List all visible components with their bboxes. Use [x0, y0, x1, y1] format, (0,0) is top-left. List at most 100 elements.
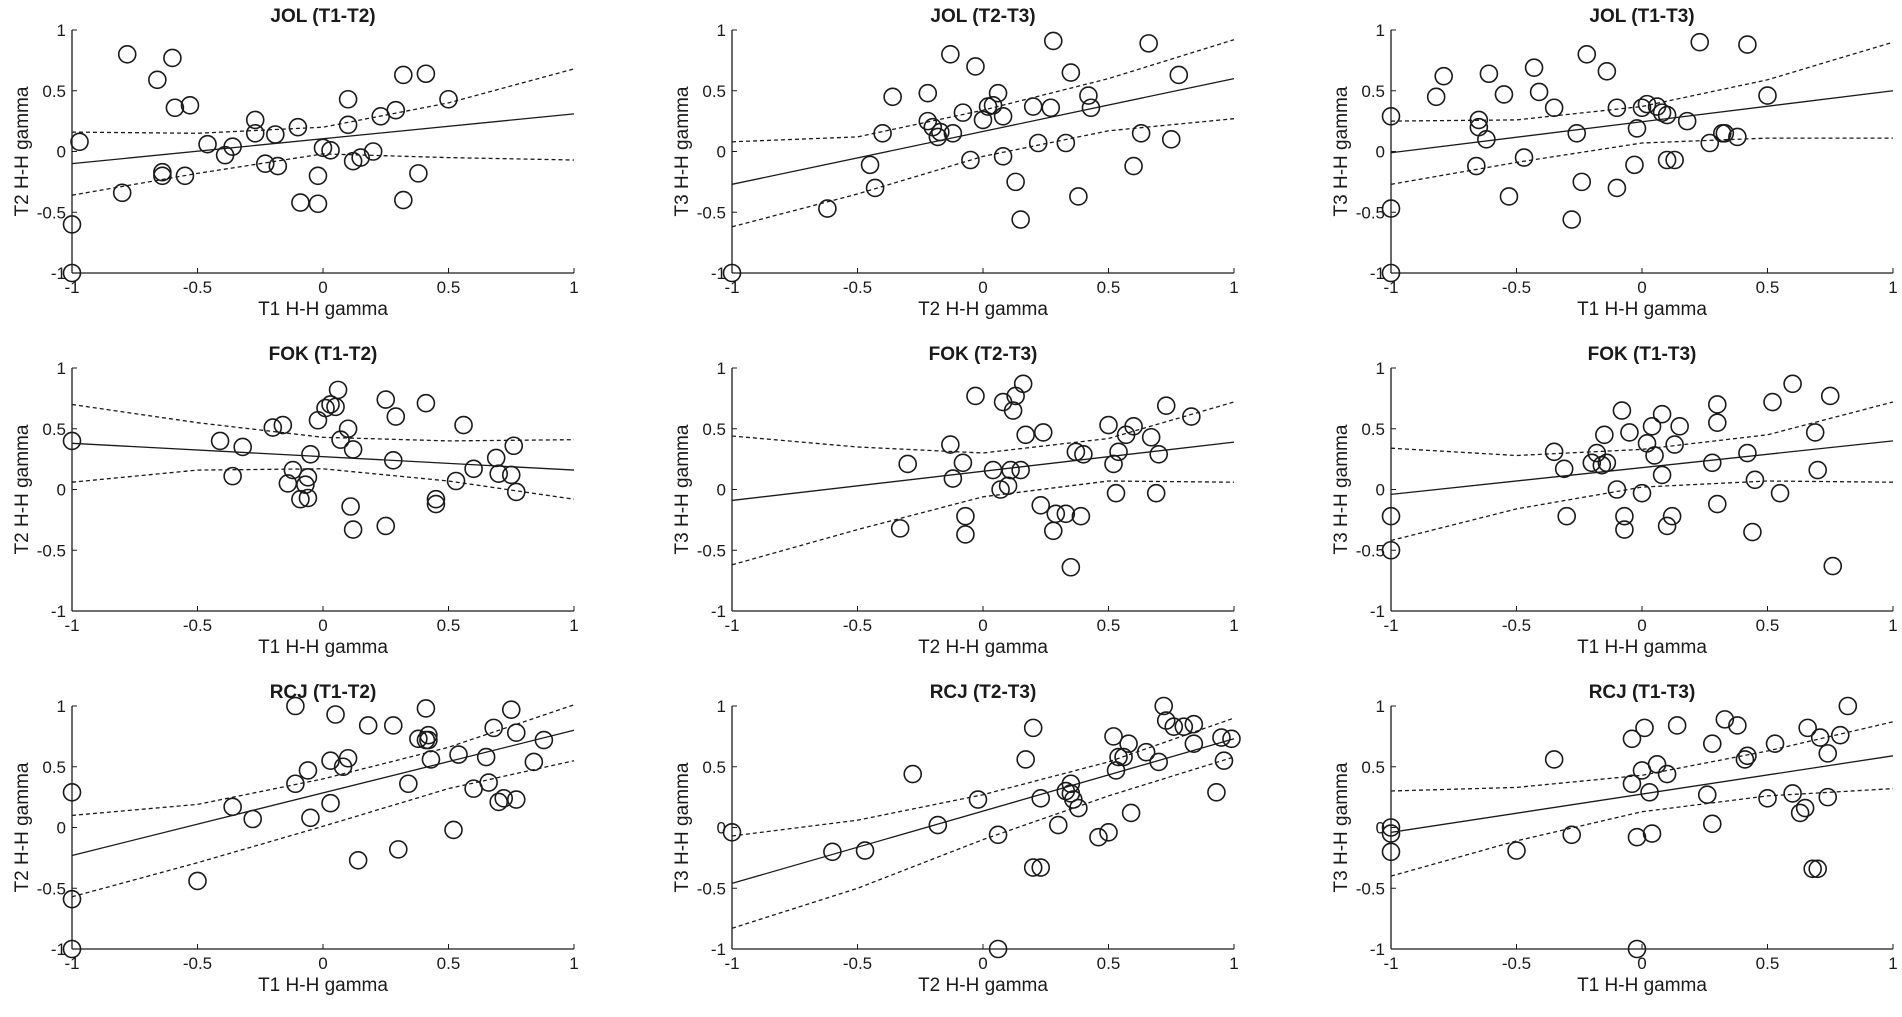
- y-axis-label: T2 H-H gamma: [12, 424, 33, 554]
- ci-lower-line: [731, 756, 1235, 929]
- data-point: [941, 44, 960, 64]
- ci-upper-line: [71, 704, 575, 817]
- data-point: [484, 718, 503, 738]
- data-point: [446, 471, 466, 491]
- data-point: [1494, 85, 1514, 104]
- data-point: [1645, 446, 1664, 465]
- y-tick-label: 0: [57, 481, 66, 500]
- y-tick-label: 0: [57, 819, 66, 838]
- x-tick-label: 1: [1888, 278, 1897, 297]
- data-point: [956, 506, 975, 526]
- data-point: [165, 98, 185, 118]
- data-point: [1607, 98, 1627, 118]
- subplot-7: RCJ (T1-T2) -1 -0.5 0 0.5 1 -1 -0.5 0 0.5 1 T1 H-H …: [12, 682, 579, 996]
- data-point: [968, 790, 988, 809]
- data-point: [1069, 187, 1088, 206]
- x-tick-label: -1: [724, 616, 739, 635]
- data-point: [722, 263, 742, 283]
- x-tick-label: -1: [64, 954, 79, 973]
- x-axis-label: T2 H-H gamma: [918, 637, 1048, 658]
- data-point: [722, 823, 742, 842]
- y-tick-label: 0: [717, 481, 726, 500]
- data-point: [1477, 130, 1496, 149]
- data-point: [376, 390, 396, 409]
- data-point: [1544, 442, 1564, 462]
- data-point: [1670, 417, 1689, 436]
- data-point: [316, 398, 335, 418]
- data-point: [943, 123, 963, 143]
- data-point: [953, 103, 973, 122]
- data-point: [1702, 453, 1722, 473]
- ci-lower-line: [731, 480, 1235, 566]
- y-tick-label: 1: [717, 21, 726, 40]
- data-point: [1557, 506, 1576, 526]
- data-point: [1381, 818, 1401, 837]
- data-point: [439, 89, 458, 109]
- data-point: [163, 48, 182, 68]
- ci-upper-line: [1390, 41, 1894, 122]
- data-point: [321, 793, 340, 813]
- data-point: [1136, 742, 1156, 762]
- x-tick-label: 0: [1637, 278, 1646, 297]
- data-point: [1818, 744, 1838, 763]
- data-point: [1738, 443, 1757, 463]
- data-point: [1124, 156, 1143, 176]
- chart-title: RCJ (T1-T2): [270, 682, 377, 703]
- data-point: [1642, 824, 1662, 843]
- data-point: [818, 199, 837, 218]
- data-point: [223, 466, 242, 486]
- data-point: [1514, 148, 1534, 167]
- y-tick-label: 1: [717, 359, 726, 378]
- data-point: [983, 96, 1003, 115]
- data-point: [1790, 803, 1810, 823]
- data-point: [1622, 774, 1642, 794]
- y-tick-label: -0.5: [1356, 203, 1385, 222]
- data-point: [966, 57, 985, 76]
- plot-area: [722, 696, 1241, 959]
- data-point: [865, 178, 885, 198]
- data-point: [1597, 62, 1617, 81]
- data-point: [416, 393, 436, 413]
- data-point: [286, 696, 305, 716]
- x-tick-label: 1: [1229, 616, 1238, 635]
- data-point: [1770, 483, 1790, 503]
- x-tick-label: -1: [64, 278, 79, 297]
- subplot-1: JOL (T1-T2) -1 -0.5 0 0.5 1 -1 -0.5 0 0.5 1 T1 H-H …: [12, 6, 579, 320]
- data-point: [394, 65, 413, 85]
- y-tick-label: -0.5: [697, 203, 726, 222]
- data-point: [1823, 556, 1843, 576]
- data-point: [501, 465, 521, 485]
- ci-upper-line: [71, 403, 575, 442]
- data-point: [1156, 396, 1176, 415]
- data-point: [1637, 94, 1657, 114]
- y-tick-label: 0.5: [42, 758, 66, 777]
- data-point: [1657, 105, 1677, 125]
- data-point: [1214, 751, 1234, 770]
- y-tick-label: -0.5: [1356, 879, 1385, 898]
- data-point: [62, 215, 82, 234]
- plot-area: [1381, 374, 1894, 576]
- data-point: [444, 820, 463, 840]
- data-point: [1627, 827, 1647, 847]
- data-point: [255, 154, 275, 173]
- x-tick-label: 0: [978, 616, 987, 635]
- data-point: [273, 415, 293, 435]
- data-point: [1544, 98, 1564, 118]
- y-tick-label: 1: [57, 697, 66, 716]
- data-point: [388, 840, 408, 859]
- data-point: [873, 123, 892, 143]
- plot-area: [1381, 32, 1894, 283]
- data-point: [988, 825, 1008, 845]
- data-point: [1763, 392, 1782, 412]
- data-point: [1810, 728, 1830, 747]
- data-point: [1131, 123, 1151, 143]
- data-point: [1124, 417, 1143, 436]
- x-tick-label: 0.5: [1097, 616, 1121, 635]
- data-point: [1161, 130, 1181, 149]
- data-point: [1139, 34, 1158, 53]
- data-point: [931, 122, 950, 142]
- data-point: [308, 410, 328, 430]
- data-point: [1469, 110, 1489, 130]
- data-point: [1114, 747, 1133, 767]
- data-point: [1033, 423, 1053, 442]
